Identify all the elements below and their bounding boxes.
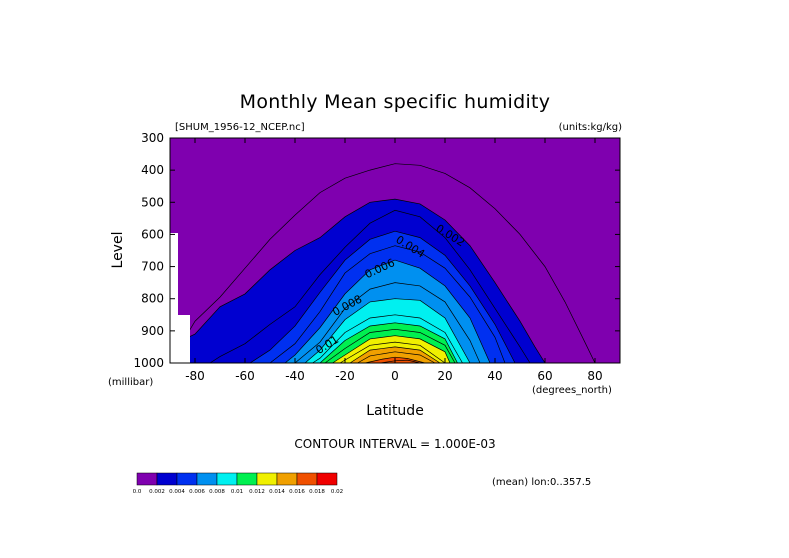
y-tick-label: 400 — [141, 163, 164, 177]
colorbar-swatch — [196, 472, 218, 486]
missing-data-mask — [178, 315, 190, 363]
y-tick-label: 900 — [141, 324, 164, 338]
x-tick-label: -80 — [185, 369, 205, 383]
colorbar-swatch — [156, 472, 178, 486]
contour-line-5 — [284, 259, 491, 364]
colorbar: 0.0 0.002 0.004 0.006 0.008 0.01 0.012 0.014 0.0… — [133, 472, 343, 495]
contour-line-13 — [349, 346, 441, 364]
y-axis-label: Level — [110, 232, 126, 269]
y-axis: 300 400 500 600 700 800 900 1000 — [133, 131, 620, 370]
colorbar-tick-label: 0.006 — [189, 489, 205, 495]
colorbar-tick-label: 0.016 — [289, 489, 305, 495]
colorbar-tick-label: 0.008 — [209, 489, 225, 495]
contour-line-7 — [304, 298, 471, 364]
contour-line-9 — [319, 322, 458, 364]
contour-line-4 — [269, 245, 506, 364]
y-tick-label: 700 — [141, 260, 164, 274]
chart-title: Monthly Mean specific humidity — [240, 91, 551, 113]
contour-line-2 — [209, 209, 531, 364]
colorbar-swatch — [276, 472, 298, 486]
colorbar-tick-label: 0.018 — [309, 489, 325, 495]
colorbar-tick-label: 0.02 — [331, 489, 343, 495]
x-tick-label: 0 — [391, 369, 399, 383]
contour-interval-text: CONTOUR INTERVAL = 1.000E-03 — [294, 437, 495, 451]
colorbar-swatch — [316, 472, 338, 486]
mean-text: (mean) lon:0..357.5 — [492, 477, 591, 488]
contour-line-12 — [339, 341, 446, 364]
y-tick-label: 800 — [141, 292, 164, 306]
contour-line-3 — [249, 230, 516, 364]
y-tick-label: 500 — [141, 195, 164, 209]
colorbar-tick-label: 0.01 — [231, 489, 243, 495]
colorbar-tick-label: 0.004 — [169, 489, 185, 495]
colorbar-swatch — [256, 472, 278, 486]
colorbar-swatch — [296, 472, 318, 486]
file-label: [SHUM_1956-12_NCEP.nc] — [175, 122, 305, 133]
colorbar-swatch — [236, 472, 258, 486]
colorbar-swatch — [176, 472, 198, 486]
x-axis-label: Latitude — [366, 403, 424, 419]
x-tick-label: 40 — [487, 369, 502, 383]
colorbar-tick-label: 0.0 — [133, 489, 142, 495]
x-tick-label: 20 — [437, 369, 452, 383]
contour-line-8 — [312, 314, 463, 364]
y-tick-label: 1000 — [133, 356, 164, 370]
x-tick-label: -20 — [335, 369, 355, 383]
colorbar-tick-label: 0.002 — [149, 489, 165, 495]
contour-line-6 — [294, 282, 481, 364]
contour-line-0 — [182, 163, 615, 364]
contour-line-15 — [364, 356, 426, 364]
x-axis: -80 -60 -40 -20 0 20 40 60 80 — [185, 138, 603, 383]
contour-line-16 — [379, 359, 421, 364]
x-tick-label: 60 — [537, 369, 552, 383]
y-axis-units: (millibar) — [108, 377, 153, 388]
contour-lines — [174, 163, 615, 364]
colorbar-tick-label: 0.014 — [269, 489, 285, 495]
x-tick-label: 80 — [587, 369, 602, 383]
x-tick-label: -60 — [235, 369, 255, 383]
y-tick-label: 300 — [141, 131, 164, 145]
x-axis-units: (degrees_north) — [532, 385, 612, 396]
contour-line-14 — [357, 351, 436, 364]
y-tick-label: 600 — [141, 227, 164, 241]
colorbar-swatch — [136, 472, 158, 486]
colorbar-tick-label: 0.012 — [249, 489, 265, 495]
contour-line-10 — [324, 328, 456, 364]
x-tick-label: -40 — [285, 369, 305, 383]
contour-line-1 — [174, 198, 546, 364]
units-label: (units:kg/kg) — [559, 122, 623, 133]
missing-data-mask — [170, 233, 178, 363]
colorbar-swatch — [216, 472, 238, 486]
contour-line-11 — [332, 335, 451, 364]
